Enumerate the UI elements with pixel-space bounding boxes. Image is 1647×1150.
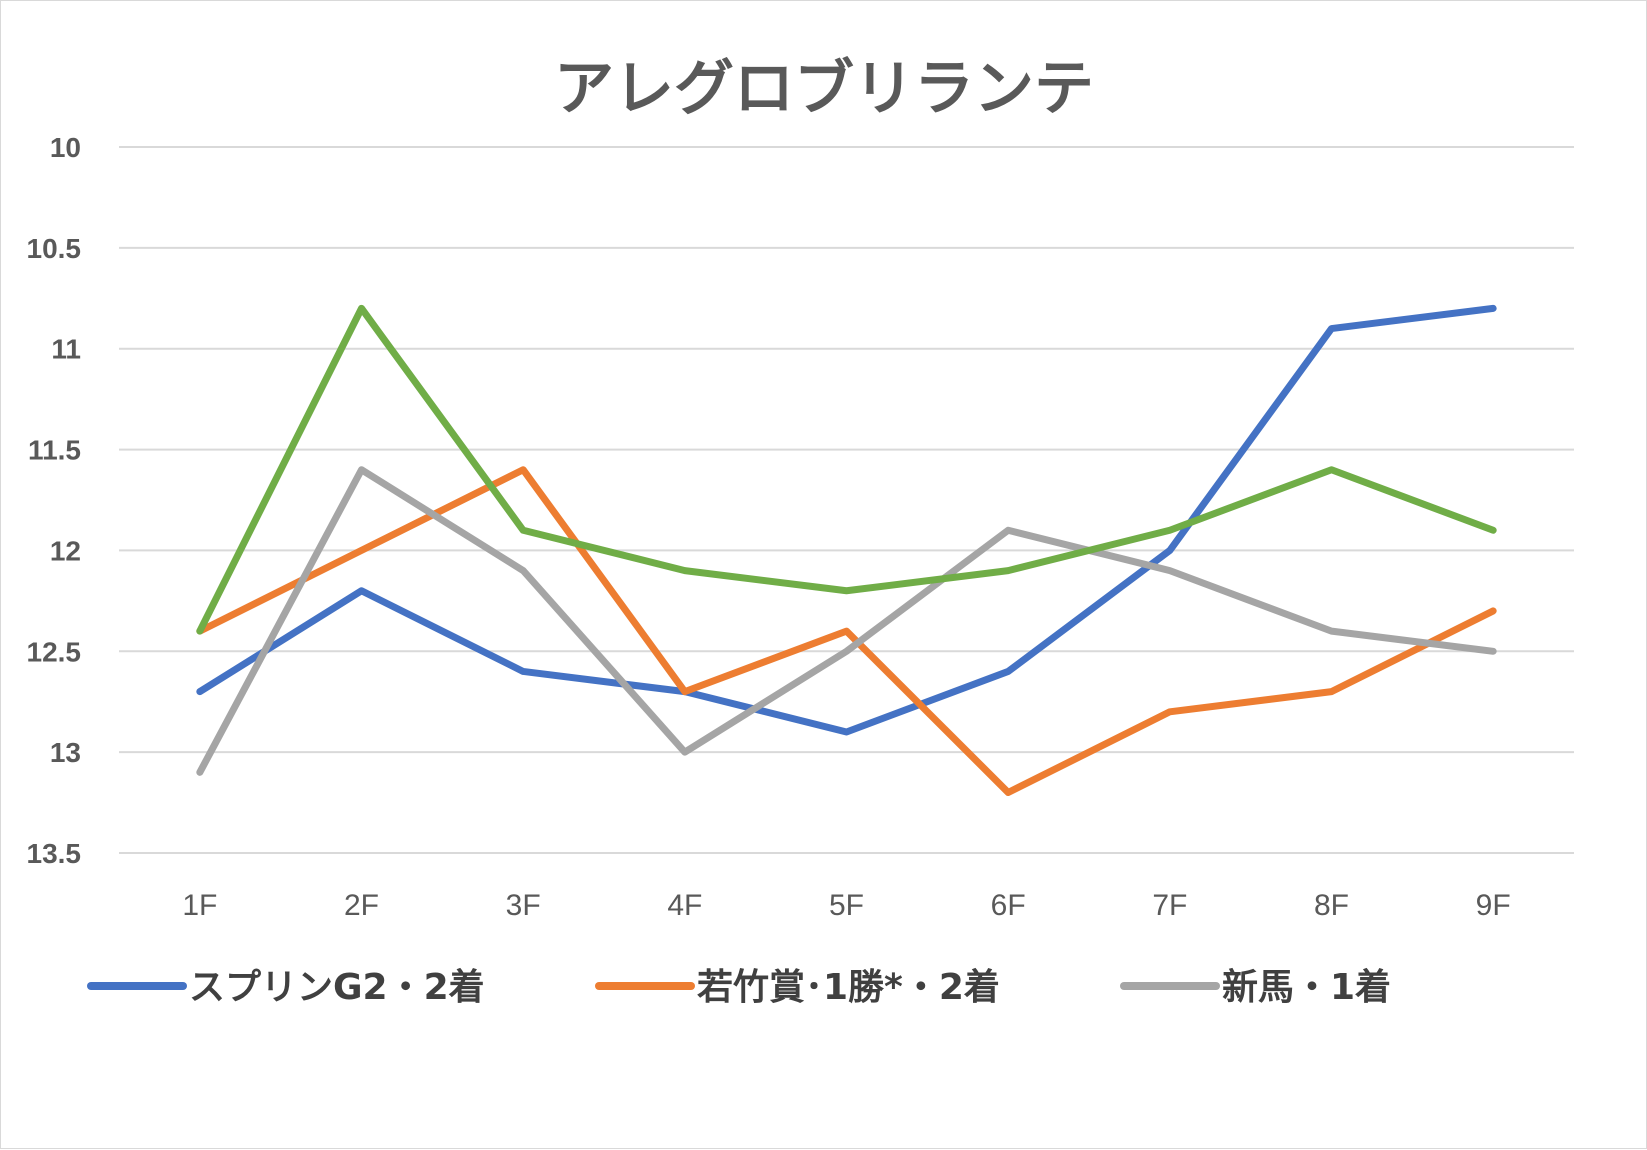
series-line-1 xyxy=(196,304,1497,736)
series-line-4 xyxy=(196,304,1497,635)
x-axis-ticks: 1F 2F 3F 4F 5F 6F 7F 8F 9F xyxy=(182,889,1510,922)
y-tick-label: 10 xyxy=(50,132,81,163)
y-axis-ticks: 10 10.5 11 11.5 12 12.5 13 13.5 xyxy=(27,132,82,869)
x-tick-label: 3F xyxy=(506,889,541,922)
y-tick-label: 11 xyxy=(51,334,81,365)
legend-label: 新馬・1着 xyxy=(1222,967,1391,1008)
x-tick-label: 2F xyxy=(344,889,379,922)
legend-label: スプリンG2・2着 xyxy=(189,967,485,1008)
x-tick-label: 8F xyxy=(1314,889,1349,922)
series-lines xyxy=(196,304,1497,796)
y-tick-label: 12.5 xyxy=(27,636,82,667)
x-tick-label: 4F xyxy=(667,889,702,922)
gridlines xyxy=(119,146,1574,854)
y-tick-label: 12 xyxy=(50,535,81,566)
series-line-2 xyxy=(196,466,1497,796)
x-tick-label: 6F xyxy=(991,889,1026,922)
y-tick-label: 10.5 xyxy=(27,233,82,264)
legend-label: 若竹賞･1勝*・2着 xyxy=(697,967,1000,1008)
y-tick-label: 13.5 xyxy=(27,838,82,869)
y-tick-label: 13 xyxy=(50,737,81,768)
x-tick-label: 9F xyxy=(1476,889,1511,922)
x-tick-label: 5F xyxy=(829,889,864,922)
chart-title: アレグロブリランテ xyxy=(554,54,1094,124)
series-line-3 xyxy=(196,466,1497,776)
x-tick-label: 7F xyxy=(1152,889,1187,922)
y-tick-label: 11.5 xyxy=(28,435,81,466)
legend: スプリンG2・2着 若竹賞･1勝*・2着 新馬・1着 xyxy=(87,967,1391,1008)
x-tick-label: 1F xyxy=(182,889,217,922)
